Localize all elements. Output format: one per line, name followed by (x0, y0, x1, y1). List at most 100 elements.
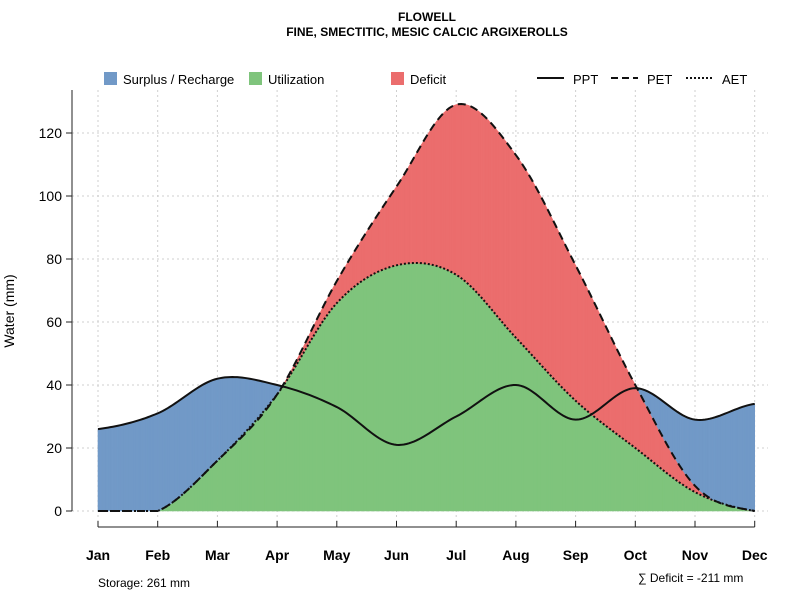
surplus-area (177, 399, 181, 500)
utilization-area (567, 392, 571, 512)
deficit-area (520, 161, 524, 347)
utilization-area (448, 270, 452, 512)
surplus-area (684, 415, 688, 478)
surplus-area (739, 406, 743, 510)
deficit-area (642, 398, 646, 457)
x-tick-label-jun: Jun (384, 547, 409, 563)
utilization-area (346, 290, 350, 512)
utilization-area (612, 430, 616, 512)
deficit-area (582, 279, 586, 411)
deficit-area (542, 200, 547, 372)
utilization-area (465, 281, 469, 512)
surplus-area (749, 403, 753, 511)
surplus-area (214, 378, 218, 464)
deficit-area (622, 360, 626, 442)
deficit-area (610, 335, 614, 432)
utilization-area (592, 415, 596, 512)
surplus-area (135, 420, 139, 512)
surplus-area (702, 419, 706, 496)
deficit-area (535, 186, 539, 363)
deficit-area (445, 107, 450, 272)
deficit-area (505, 140, 509, 331)
utilization-area (251, 421, 256, 512)
legend-swatch-surplus-recharge (104, 72, 117, 85)
deficit-area (473, 107, 477, 293)
surplus-area (672, 407, 676, 460)
surplus-area (724, 412, 728, 506)
utilization-area (473, 288, 477, 512)
surplus-area (127, 422, 131, 512)
surplus-area (107, 426, 111, 512)
utilization-area (433, 264, 437, 512)
utilization-area (590, 413, 594, 512)
deficit-area (572, 260, 576, 402)
utilization-area (505, 325, 509, 512)
deficit-area (495, 128, 499, 319)
surplus-area (667, 404, 671, 452)
chart-title: FLOWELL (398, 10, 456, 24)
surplus-area (142, 417, 146, 512)
legend-label: AET (722, 72, 747, 87)
deficit-area (450, 105, 455, 274)
utilization-area (518, 339, 522, 512)
utilization-area (455, 274, 459, 512)
deficit-area (438, 114, 442, 268)
utilization-area (279, 386, 283, 512)
utilization-area (269, 400, 273, 512)
utilization-area (209, 464, 213, 512)
utilization-area (316, 325, 320, 512)
y-tick-label: 120 (39, 125, 63, 141)
utilization-area (353, 284, 358, 512)
utilization-area (642, 453, 646, 512)
deficit-area (470, 106, 474, 290)
utilization-area (709, 498, 713, 512)
utilization-area (515, 336, 519, 512)
legend-label: PPT (573, 72, 598, 87)
deficit-area (416, 147, 420, 264)
deficit-area (488, 119, 492, 310)
utilization-area (326, 311, 330, 512)
utilization-area (707, 497, 711, 512)
utilization-area (555, 380, 559, 512)
surplus-area (679, 413, 683, 472)
utilization-area (398, 263, 402, 512)
surplus-area (105, 427, 109, 512)
deficit-area (475, 108, 479, 296)
surplus-area (120, 424, 124, 512)
utilization-area (348, 288, 353, 512)
utilization-area (309, 337, 313, 512)
utilization-area (575, 400, 579, 512)
utilization-area (674, 478, 678, 512)
utilization-area (620, 436, 624, 512)
utilization-area (199, 474, 203, 512)
utilization-area (662, 469, 666, 512)
deficit-area (580, 274, 584, 409)
utilization-area (610, 428, 614, 512)
utilization-area (617, 434, 621, 512)
utilization-area (192, 482, 196, 512)
utilization-area (513, 334, 517, 512)
utilization-area (202, 472, 206, 512)
surplus-area (154, 412, 158, 512)
deficit-area (525, 168, 529, 352)
surplus-area (189, 390, 193, 489)
utilization-area (520, 342, 524, 512)
utilization-area (373, 271, 377, 512)
surplus-area (197, 385, 201, 482)
surplus-area (669, 406, 673, 456)
deficit-area (567, 250, 571, 397)
deficit-area (560, 235, 564, 390)
utilization-area (488, 305, 492, 512)
deficit-area (393, 185, 397, 267)
utilization-area (388, 266, 392, 512)
surplus-area (132, 420, 136, 512)
deficit-area (431, 124, 435, 266)
utilization-area (189, 484, 193, 512)
surplus-area (117, 424, 121, 512)
surplus-area (662, 400, 666, 442)
deficit-area (590, 294, 594, 417)
deficit-area (498, 131, 502, 322)
deficit-area (373, 215, 377, 275)
utilization-area (393, 264, 397, 512)
utilization-area (222, 452, 226, 512)
